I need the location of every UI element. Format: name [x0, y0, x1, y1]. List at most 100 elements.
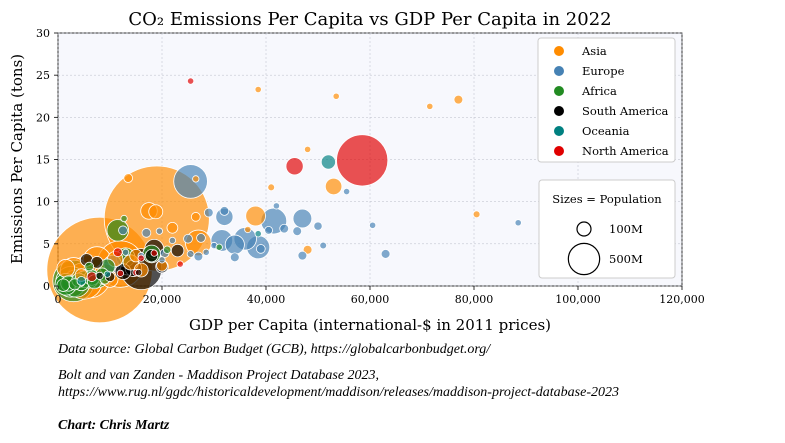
x-tick-label: 120,000 — [659, 293, 705, 306]
data-point-europe — [168, 236, 176, 245]
size-legend-title: Sizes = Population — [552, 192, 662, 206]
size-legend-box — [538, 179, 676, 279]
data-point-europe — [202, 248, 210, 256]
data-point-europe — [342, 187, 351, 196]
data-point-asia — [453, 94, 464, 105]
data-point-europe — [118, 225, 128, 236]
data-point-europe — [141, 228, 152, 238]
y-tick-label: 25 — [36, 69, 50, 82]
data-point-north-america — [336, 134, 389, 187]
data-point-asia — [166, 221, 179, 234]
x-axis-label: GDP per Capita (international-$ in 2011 … — [189, 316, 551, 334]
x-tick-label: 100,000 — [555, 293, 601, 306]
data-source-gcb: Data source: Global Carbon Budget (GCB),… — [58, 342, 491, 357]
legend-marker-asia — [554, 46, 564, 56]
data-point-europe — [173, 164, 208, 199]
data-point-south-america — [135, 268, 143, 277]
legend-label-north-america: North America — [582, 144, 669, 158]
data-point-europe — [380, 249, 391, 259]
size-legend-marker — [576, 221, 592, 237]
y-tick-label: 10 — [36, 196, 50, 209]
data-point-asia — [56, 259, 76, 278]
data-point-europe — [229, 252, 240, 263]
data-point-oceania — [254, 230, 262, 238]
color-legend: Asia Europe Africa South America Oceania Nort… — [537, 37, 676, 163]
chart-title: CO₂ Emissions Per Capita vs GDP Per Capi… — [128, 9, 611, 30]
data-points — [46, 77, 522, 324]
size-legend-marker — [567, 242, 601, 276]
data-point-asia — [190, 212, 201, 222]
y-axis-label: Emissions Per Capita (tons) — [8, 54, 26, 264]
data-point-asia — [324, 177, 343, 196]
data-point-south-america — [170, 243, 185, 258]
size-legend-label: 500M — [609, 252, 643, 266]
legend-marker-south-america — [554, 106, 564, 116]
y-axis-ticks: 0 5 10 15 20 25 30 — [36, 27, 58, 293]
data-point-asia — [472, 210, 481, 219]
data-point-europe — [203, 207, 214, 218]
legend-marker-europe — [554, 66, 564, 76]
legend-label-asia: Asia — [581, 44, 607, 58]
y-tick-label: 0 — [43, 280, 50, 293]
y-tick-label: 30 — [36, 27, 50, 40]
data-point-africa — [56, 278, 70, 292]
data-point-europe — [122, 248, 130, 256]
data-point-africa — [120, 214, 128, 223]
data-point-europe — [183, 233, 193, 244]
x-tick-label: 40,000 — [247, 293, 286, 306]
data-point-europe — [292, 208, 313, 229]
data-source-maddison-line2: https://www.rug.nl/ggdc/historicaldevelo… — [58, 385, 619, 400]
legend-marker-africa — [554, 86, 564, 96]
x-tick-label: 0 — [55, 293, 62, 306]
data-point-europe — [368, 221, 377, 229]
y-tick-label: 5 — [43, 238, 50, 251]
data-point-asia — [426, 102, 434, 110]
data-point-africa — [163, 245, 172, 254]
chart-credit: Chart: Chris Martz — [58, 418, 170, 433]
data-point-europe — [514, 219, 522, 227]
data-point-europe — [279, 223, 290, 234]
data-point-europe — [272, 202, 280, 210]
data-point-europe — [158, 256, 166, 264]
data-point-north-america — [285, 157, 304, 176]
data-point-oceania — [320, 154, 336, 170]
data-point-europe — [186, 250, 195, 258]
data-point-europe — [264, 225, 273, 235]
data-point-asia — [148, 204, 164, 220]
data-point-north-america — [86, 271, 98, 282]
y-tick-label: 15 — [36, 154, 50, 167]
legend-marker-north-america — [554, 146, 564, 156]
data-point-asia — [332, 92, 340, 100]
color-legend-box — [537, 37, 676, 163]
data-point-europe — [193, 251, 204, 262]
data-source-maddison-line1: Bolt and van Zanden - Maddison Project D… — [58, 368, 380, 383]
legend-label-africa: Africa — [581, 84, 617, 98]
x-tick-label: 60,000 — [351, 293, 390, 306]
data-point-north-america — [112, 247, 123, 258]
data-point-africa — [215, 243, 223, 251]
data-point-asia — [123, 173, 134, 183]
data-point-north-america — [176, 260, 184, 268]
data-point-north-america — [150, 249, 158, 257]
data-point-asia — [245, 205, 266, 227]
scatter-chart: CO₂ Emissions Per Capita vs GDP Per Capi… — [8, 9, 705, 334]
legend-label-europe: Europe — [582, 64, 625, 78]
data-point-north-america — [187, 77, 195, 85]
x-tick-label: 80,000 — [455, 293, 494, 306]
size-legend: Sizes = Population 100M 500M — [538, 179, 676, 279]
data-point-europe — [219, 206, 230, 216]
x-tick-label: 20,000 — [143, 293, 182, 306]
data-point-europe — [292, 226, 303, 237]
data-point-north-america — [116, 269, 125, 277]
data-point-asia — [267, 183, 276, 192]
data-point-asia — [254, 85, 262, 94]
data-point-europe — [319, 241, 328, 250]
data-point-asia — [303, 145, 312, 153]
legend-label-south-america: South America — [582, 104, 669, 118]
x-axis-ticks: 0 20,000 40,000 60,000 80,000 100,000 120,000 — [55, 286, 705, 306]
legend-marker-oceania — [554, 126, 564, 136]
data-point-europe — [155, 227, 163, 235]
data-point-europe — [196, 233, 206, 243]
data-point-north-america — [137, 254, 145, 262]
data-point-africa — [84, 261, 95, 272]
